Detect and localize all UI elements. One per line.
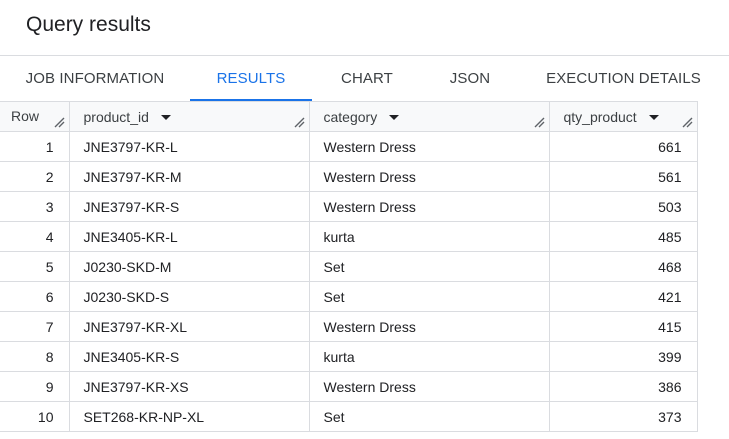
table-row[interactable]: 7 JNE3797-KR-XL Western Dress 415 [0,311,729,342]
table-row[interactable]: 9 JNE3797-KR-XS Western Dress 386 [0,371,729,402]
cell-product-id[interactable]: J0230-SKD-S [68,281,310,312]
column-header-row: Row [0,101,70,132]
cell-product-id[interactable]: JNE3797-KR-S [68,191,310,222]
cell-category[interactable]: Western Dress [308,161,550,192]
cell-qty-product[interactable]: 415 [548,311,698,342]
results-grid: Row product_id category qty_product [0,101,729,439]
tab-results[interactable]: RESULTS [190,56,312,101]
row-number: 9 [0,371,70,402]
table-row[interactable]: 3 JNE3797-KR-S Western Dress 503 [0,191,729,222]
header-filler [697,101,729,132]
row-number: 6 [0,281,70,312]
cell-qty-product[interactable]: 468 [548,251,698,282]
results-tabs: JOB INFORMATION RESULTS CHART JSON EXECU… [0,56,729,101]
cell-qty-product[interactable]: 561 [548,161,698,192]
cell-product-id[interactable]: JNE3405-KR-L [68,221,310,252]
results-header: Query results [0,0,729,56]
cell-qty-product[interactable]: 373 [548,401,698,432]
table-row[interactable]: 10 SET268-KR-NP-XL Set 373 [0,401,729,432]
tab-job-information[interactable]: JOB INFORMATION [25,70,165,87]
cell-qty-product[interactable]: 661 [548,131,698,162]
cell-qty-product[interactable]: 421 [548,281,698,312]
sort-dropdown-icon[interactable] [389,115,400,120]
table-row[interactable]: 5 J0230-SKD-M Set 468 [0,251,729,282]
cell-category[interactable]: Set [308,401,550,432]
tab-execution-details[interactable]: EXECUTION DETAILS [546,70,701,87]
column-header-qty-product[interactable]: qty_product [549,101,698,132]
resize-handle-icon[interactable] [681,116,693,128]
column-header-label: Row [11,107,40,124]
table-header-row: Row product_id category qty_product [0,101,729,132]
cell-category[interactable]: Set [308,281,550,312]
cell-category[interactable]: Western Dress [308,371,550,402]
row-number: 4 [0,221,70,252]
cell-category[interactable]: kurta [308,341,550,372]
page-title: Query results [26,12,151,36]
row-number: 1 [0,131,70,162]
row-number: 5 [0,251,70,282]
table-row[interactable]: 6 J0230-SKD-S Set 421 [0,281,729,312]
column-header-label: qty_product [563,108,637,125]
sort-dropdown-icon[interactable] [648,115,659,120]
row-number: 3 [0,191,70,222]
cell-category[interactable]: Western Dress [308,191,550,222]
column-header-label: product_id [83,108,149,125]
cell-product-id[interactable]: JNE3797-KR-M [68,161,310,192]
cell-category[interactable]: Set [308,251,550,282]
cell-product-id[interactable]: JNE3405-KR-S [68,341,310,372]
cell-qty-product[interactable]: 386 [548,371,698,402]
resize-handle-icon[interactable] [293,116,305,128]
column-header-label: category [323,108,378,125]
tab-json[interactable]: JSON [449,70,491,87]
table-row[interactable]: 8 JNE3405-KR-S kurta 399 [0,341,729,372]
column-header-category[interactable]: category [309,101,550,132]
cell-category[interactable]: Western Dress [308,311,550,342]
results-table: Row product_id category qty_product [0,101,729,432]
cell-category[interactable]: kurta [308,221,550,252]
row-number: 2 [0,161,70,192]
row-number: 7 [0,311,70,342]
cell-product-id[interactable]: JNE3797-KR-XL [68,311,310,342]
cell-product-id[interactable]: SET268-KR-NP-XL [68,401,310,432]
cell-qty-product[interactable]: 399 [548,341,698,372]
column-header-product-id[interactable]: product_id [69,101,310,132]
table-row[interactable]: 4 JNE3405-KR-L kurta 485 [0,221,729,252]
table-row[interactable]: 2 JNE3797-KR-M Western Dress 561 [0,161,729,192]
row-number: 8 [0,341,70,372]
row-number: 10 [0,401,70,432]
resize-handle-icon[interactable] [533,116,545,128]
cell-category[interactable]: Western Dress [308,131,550,162]
cell-qty-product[interactable]: 485 [548,221,698,252]
cell-product-id[interactable]: JNE3797-KR-XS [68,371,310,402]
cell-product-id[interactable]: J0230-SKD-M [68,251,310,282]
cell-qty-product[interactable]: 503 [548,191,698,222]
tab-chart[interactable]: CHART [341,70,393,87]
table-row[interactable]: 1 JNE3797-KR-L Western Dress 661 [0,131,729,162]
resize-handle-icon[interactable] [53,116,65,128]
sort-dropdown-icon[interactable] [160,115,171,120]
cell-product-id[interactable]: JNE3797-KR-L [68,131,310,162]
